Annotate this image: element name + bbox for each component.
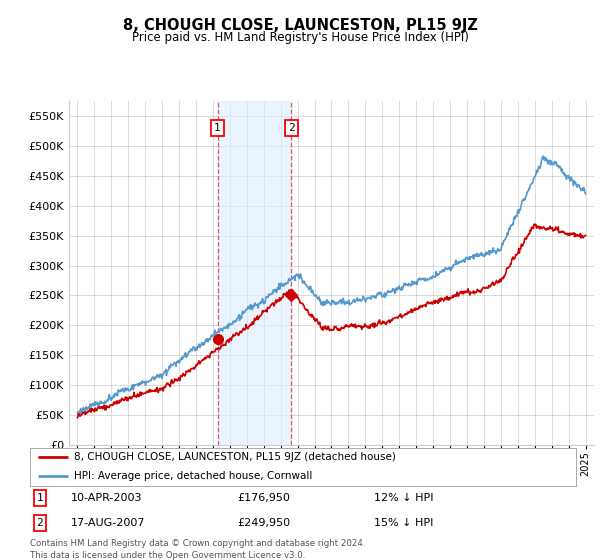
- Text: Price paid vs. HM Land Registry's House Price Index (HPI): Price paid vs. HM Land Registry's House …: [131, 31, 469, 44]
- Text: 15% ↓ HPI: 15% ↓ HPI: [374, 518, 433, 528]
- Text: 1: 1: [37, 493, 43, 503]
- Text: £249,950: £249,950: [238, 518, 290, 528]
- Text: 12% ↓ HPI: 12% ↓ HPI: [374, 493, 433, 503]
- Text: 2: 2: [288, 123, 295, 133]
- Text: 2: 2: [37, 518, 43, 528]
- Text: 10-APR-2003: 10-APR-2003: [71, 493, 142, 503]
- Text: Contains HM Land Registry data © Crown copyright and database right 2024.
This d: Contains HM Land Registry data © Crown c…: [30, 539, 365, 559]
- Text: 8, CHOUGH CLOSE, LAUNCESTON, PL15 9JZ: 8, CHOUGH CLOSE, LAUNCESTON, PL15 9JZ: [122, 18, 478, 33]
- Bar: [218, 101, 292, 445]
- Text: 8, CHOUGH CLOSE, LAUNCESTON, PL15 9JZ (detached house): 8, CHOUGH CLOSE, LAUNCESTON, PL15 9JZ (d…: [74, 452, 395, 462]
- Text: £176,950: £176,950: [238, 493, 290, 503]
- Text: 1: 1: [214, 123, 221, 133]
- Text: HPI: Average price, detached house, Cornwall: HPI: Average price, detached house, Corn…: [74, 471, 312, 481]
- Text: 17-AUG-2007: 17-AUG-2007: [71, 518, 145, 528]
